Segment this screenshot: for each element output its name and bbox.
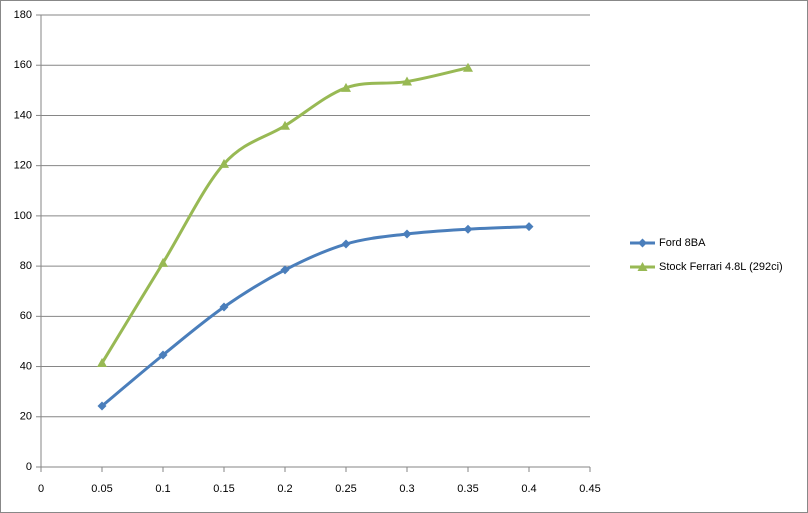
marker	[219, 158, 229, 168]
marker	[341, 82, 351, 92]
x-tick-label: 0.1	[155, 483, 170, 495]
y-tick-label: 160	[14, 59, 32, 71]
y-tick-label: 140	[14, 109, 32, 121]
x-tick-label: 0.35	[457, 483, 478, 495]
marker	[463, 62, 473, 72]
legend-label: Ford 8BA	[659, 237, 706, 249]
marker	[158, 257, 168, 267]
legend-marker	[637, 262, 648, 271]
y-tick-label: 180	[14, 9, 32, 21]
x-tick-label: 0.45	[579, 483, 600, 495]
legend-marker	[638, 238, 647, 248]
x-tick-label: 0	[38, 483, 44, 495]
x-tick-label: 0.15	[213, 483, 234, 495]
marker	[158, 350, 168, 360]
y-tick-label: 40	[20, 360, 32, 372]
y-tick-label: 0	[26, 461, 32, 473]
x-tick-label: 0.3	[399, 483, 414, 495]
marker	[341, 239, 351, 249]
x-tick-label: 0.25	[335, 483, 356, 495]
marker	[97, 358, 107, 368]
y-tick-label: 100	[14, 210, 32, 222]
marker	[402, 76, 412, 86]
y-tick-label: 20	[20, 411, 32, 423]
y-tick-label: 80	[20, 260, 32, 272]
x-tick-label: 0.2	[277, 483, 292, 495]
y-tick-label: 60	[20, 310, 32, 322]
x-tick-label: 0.4	[521, 483, 536, 495]
marker	[219, 302, 229, 312]
marker	[97, 401, 107, 411]
marker	[524, 222, 534, 232]
x-tick-label: 0.05	[91, 483, 112, 495]
y-tick-label: 120	[14, 160, 32, 172]
marker	[280, 120, 290, 130]
marker	[463, 224, 473, 234]
marker	[280, 265, 290, 275]
marker	[402, 229, 412, 239]
legend-label: Stock Ferrari 4.8L (292ci)	[659, 261, 783, 273]
